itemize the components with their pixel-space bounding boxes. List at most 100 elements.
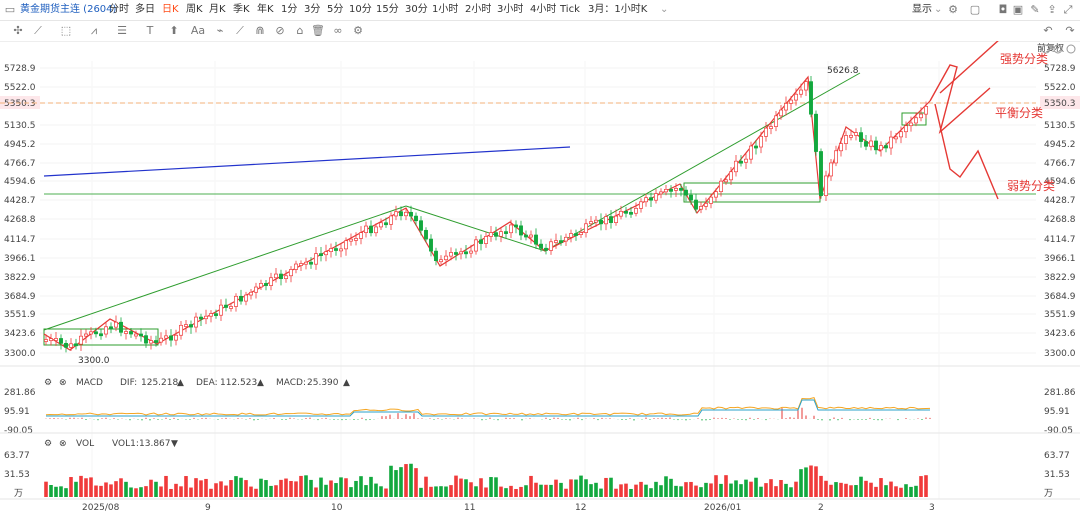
symbol-title[interactable]: 黄金期货主连 (2604): [20, 4, 117, 15]
period-tab[interactable]: 多日: [135, 4, 155, 15]
dif-line: [45, 397, 931, 416]
redo-icon[interactable]: ↷: [1065, 24, 1075, 37]
wave-icon[interactable]: ⩘: [90, 24, 98, 37]
candle-body: [404, 211, 408, 217]
candle-body: [844, 135, 848, 144]
volume-bar: [99, 485, 103, 497]
trendline-icon[interactable]: ⟋: [34, 24, 42, 37]
period-tab[interactable]: 分时: [109, 4, 129, 15]
period-tab[interactable]: 日K: [162, 4, 179, 15]
period-dropdown[interactable]: 3月：1小时K: [588, 4, 648, 15]
candle-body: [809, 81, 813, 115]
period-tab[interactable]: 3分: [304, 4, 321, 15]
volume-bars: [44, 463, 928, 497]
lock-icon[interactable]: ⌂: [296, 24, 304, 37]
candle-body: [274, 273, 278, 279]
fullscreen-icon[interactable]: ⤢: [1063, 3, 1073, 16]
period-tab[interactable]: 3小时: [497, 4, 524, 15]
period-tab[interactable]: 周K: [186, 4, 203, 15]
period-tab[interactable]: 5分: [327, 4, 344, 15]
share-icon[interactable]: ⇪: [1047, 3, 1057, 16]
volume-bar: [114, 481, 118, 497]
period-tab[interactable]: 1小时: [432, 4, 459, 15]
macd-settings-icon[interactable]: ⚙: [44, 378, 52, 388]
candle-body: [259, 283, 263, 288]
candle-body: [119, 321, 123, 333]
volume-bar: [194, 478, 198, 497]
display-dropdown[interactable]: 显示: [912, 4, 932, 15]
link-icon[interactable]: ∞: [333, 24, 343, 37]
eye-icon[interactable]: ⚙: [353, 24, 363, 37]
volume-bar: [514, 488, 518, 497]
rectangle-icon[interactable]: ⬚: [60, 24, 72, 37]
undo-icon[interactable]: ↶: [1043, 24, 1053, 37]
candle-body: [354, 238, 358, 241]
magnet-icon[interactable]: ⋒: [255, 24, 265, 37]
candle-body: [424, 229, 428, 240]
candle-body: [374, 226, 378, 234]
candle-body: [224, 304, 228, 308]
volume-bar: [399, 467, 403, 497]
candle-body: [369, 225, 373, 234]
period-tab[interactable]: 年K: [257, 4, 274, 15]
pencil-icon[interactable]: ⟋: [236, 24, 244, 37]
arrow-icon[interactable]: ⬆: [169, 24, 179, 37]
crosshair-icon[interactable]: ✣: [13, 24, 23, 37]
candle-body: [314, 253, 318, 265]
candle-body: [304, 261, 308, 265]
strong-annotation: 强势分类: [1000, 52, 1048, 66]
macd-panel[interactable]: ⚙ ⊗ MACD DIF: 125.218 ▲ DEA: 112.523 ▲ M…: [0, 365, 1080, 436]
image-icon[interactable]: ▣: [1012, 3, 1024, 16]
text-icon[interactable]: T: [146, 24, 154, 37]
price-level-right: 4766.7: [1044, 159, 1076, 169]
vol-close-icon[interactable]: ⊗: [59, 439, 67, 449]
hide-icon[interactable]: ⊘: [275, 24, 285, 37]
candle-body: [649, 197, 653, 201]
period-tab[interactable]: 1分: [281, 4, 298, 15]
camera-icon[interactable]: ◘: [998, 3, 1008, 16]
period-tab[interactable]: 季K: [233, 4, 250, 15]
vol-settings-icon[interactable]: ⚙: [44, 439, 52, 449]
x-label-2: 2: [818, 503, 824, 513]
volume-bar: [344, 478, 348, 497]
volume-bar: [524, 485, 528, 497]
dif-label: DIF:: [120, 378, 137, 388]
zigzag-path: [43, 75, 931, 351]
volume-bar: [249, 486, 253, 497]
pen-icon[interactable]: ✎: [1030, 3, 1040, 16]
projection-up-arrow: [939, 41, 999, 94]
grid: [40, 61, 1036, 499]
volume-panel[interactable]: ⚙ ⊗ VOL VOL1: 13.867 ▼ 63.77 31.53 万 63.…: [0, 432, 1080, 499]
chevron-down-icon[interactable]: ⌄: [934, 4, 943, 15]
candle-body: [919, 113, 923, 119]
layout-icon[interactable]: ▢: [969, 3, 981, 16]
chevron-down-icon[interactable]: ⌄: [660, 4, 669, 15]
period-tab[interactable]: Tick: [560, 4, 580, 15]
volume-bar: [789, 487, 793, 497]
font-icon[interactable]: Aa: [190, 24, 206, 37]
settings-icon[interactable]: ⚙: [948, 3, 958, 16]
window-icon[interactable]: ▭: [4, 3, 16, 16]
delete-icon[interactable]: 🗑: [311, 24, 325, 37]
zoom-controls[interactable]: [1041, 44, 1076, 54]
period-tab[interactable]: 30分: [405, 4, 428, 15]
volume-bar: [299, 475, 303, 497]
candle-body: [579, 232, 583, 235]
period-tab[interactable]: 月K: [209, 4, 226, 15]
brush-icon[interactable]: ⌁: [216, 24, 224, 37]
period-tab[interactable]: 4小时: [530, 4, 557, 15]
period-tab[interactable]: 10分: [349, 4, 372, 15]
candle-body: [789, 99, 793, 104]
volume-bar: [54, 486, 58, 497]
macd-scale-bottom: -90.05: [4, 426, 33, 436]
volume-bar: [124, 481, 128, 497]
macd-close-icon[interactable]: ⊗: [59, 378, 67, 388]
candle-body: [429, 238, 433, 252]
period-tab[interactable]: 15分: [376, 4, 399, 15]
volume-bar: [909, 486, 913, 497]
fibonacci-icon[interactable]: ☰: [117, 24, 127, 37]
period-tab[interactable]: 2小时: [465, 4, 492, 15]
volume-bar: [329, 480, 333, 497]
